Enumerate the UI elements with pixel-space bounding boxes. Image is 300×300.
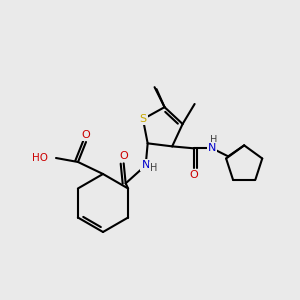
Text: H: H [150,164,158,173]
Text: S: S [140,114,146,124]
Text: N: N [142,160,150,170]
Text: N: N [208,143,216,153]
Text: O: O [119,152,128,161]
Text: HO: HO [32,153,48,163]
Text: O: O [190,170,199,180]
Text: O: O [82,130,90,140]
Text: H: H [211,135,218,146]
